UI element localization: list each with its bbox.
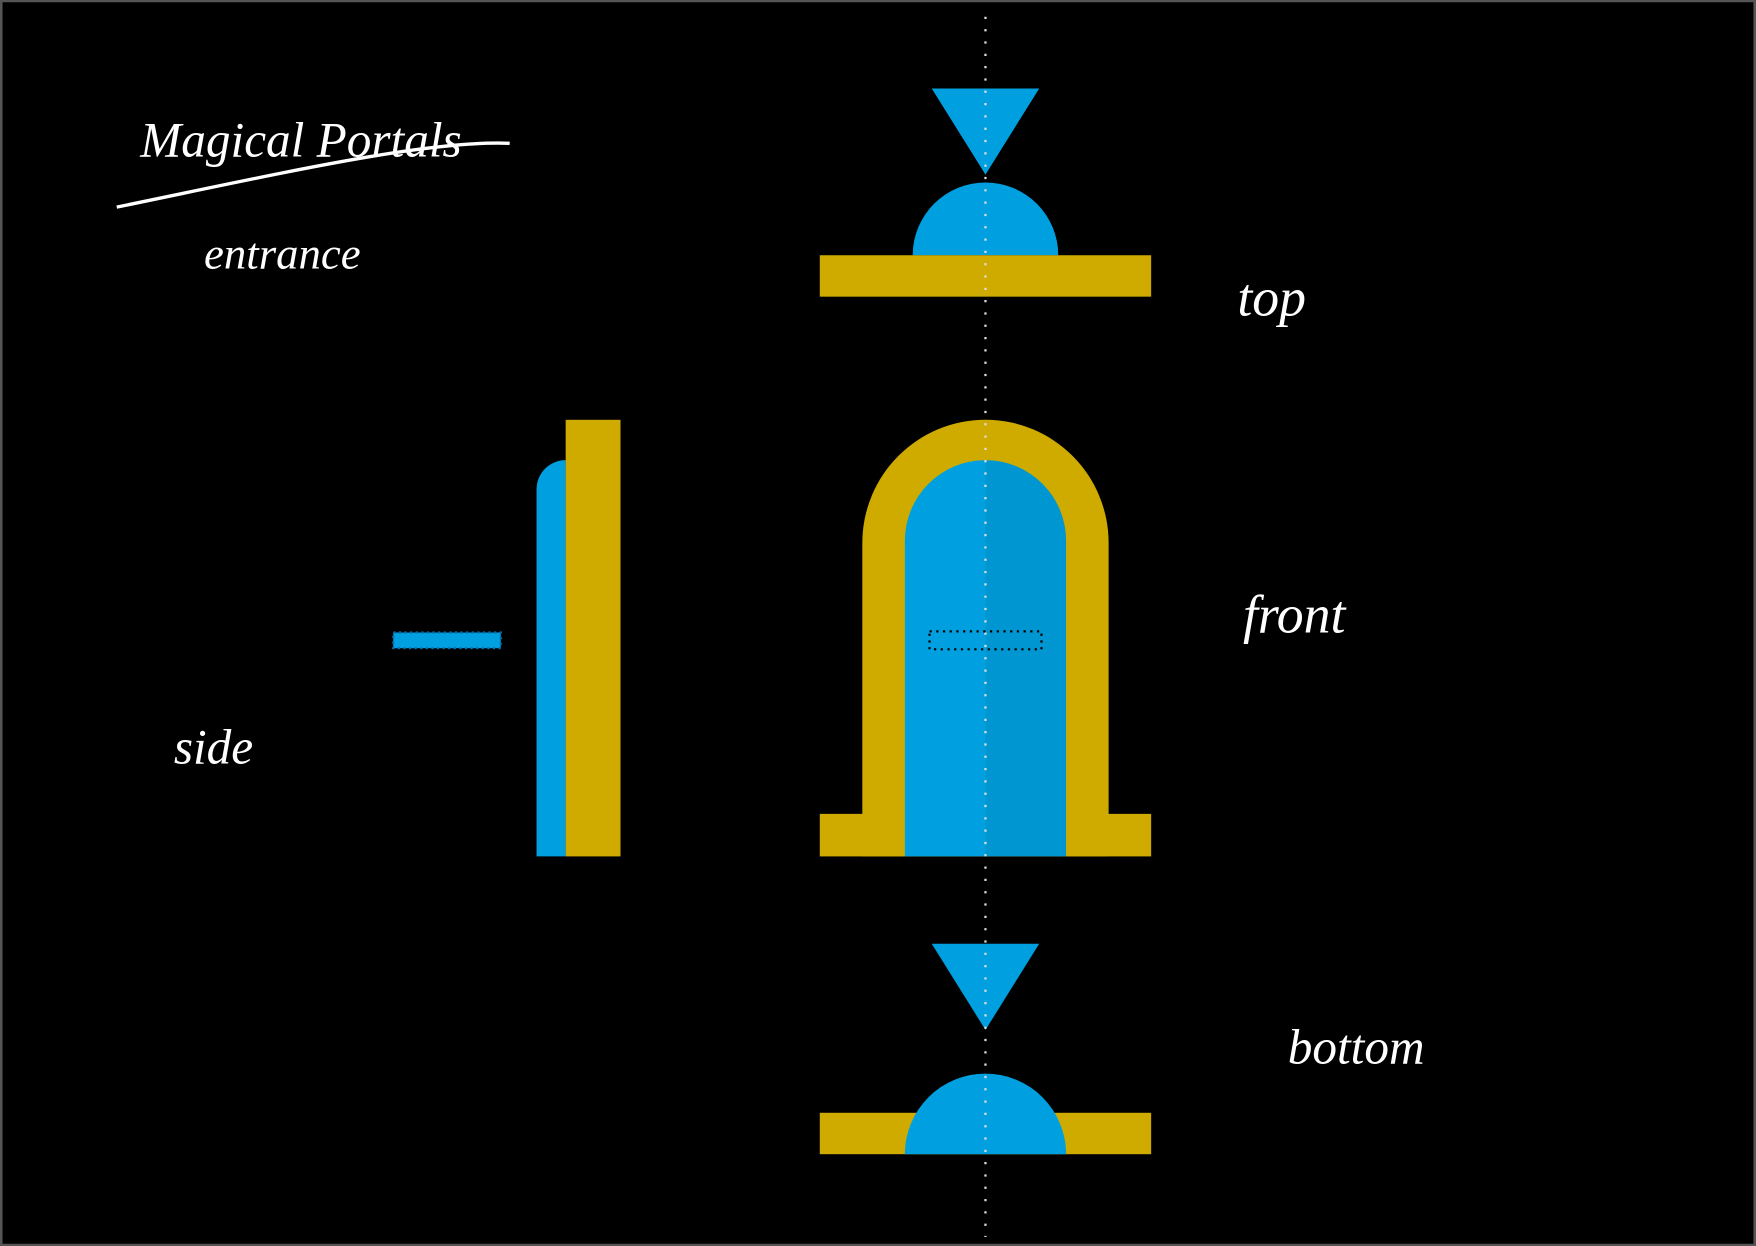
- front-portal-left: [904, 460, 986, 857]
- subtitle: entrance: [204, 229, 361, 279]
- label-bottom: bottom: [1288, 1020, 1425, 1075]
- bottom-arrow: [931, 943, 1040, 1030]
- side-portal: [536, 460, 566, 857]
- top-arrow: [931, 88, 1040, 175]
- title-underline: [116, 141, 510, 209]
- label-top: top: [1237, 268, 1306, 328]
- front-portal-right: [985, 460, 1067, 857]
- title: Magical Portals: [139, 113, 461, 168]
- side-dotted-box: [392, 631, 502, 650]
- front-dotted-box: [928, 630, 1043, 651]
- top-portal: [912, 182, 1059, 256]
- label-side: side: [174, 719, 253, 774]
- side-frame: [565, 419, 621, 857]
- label-front: front: [1243, 585, 1347, 645]
